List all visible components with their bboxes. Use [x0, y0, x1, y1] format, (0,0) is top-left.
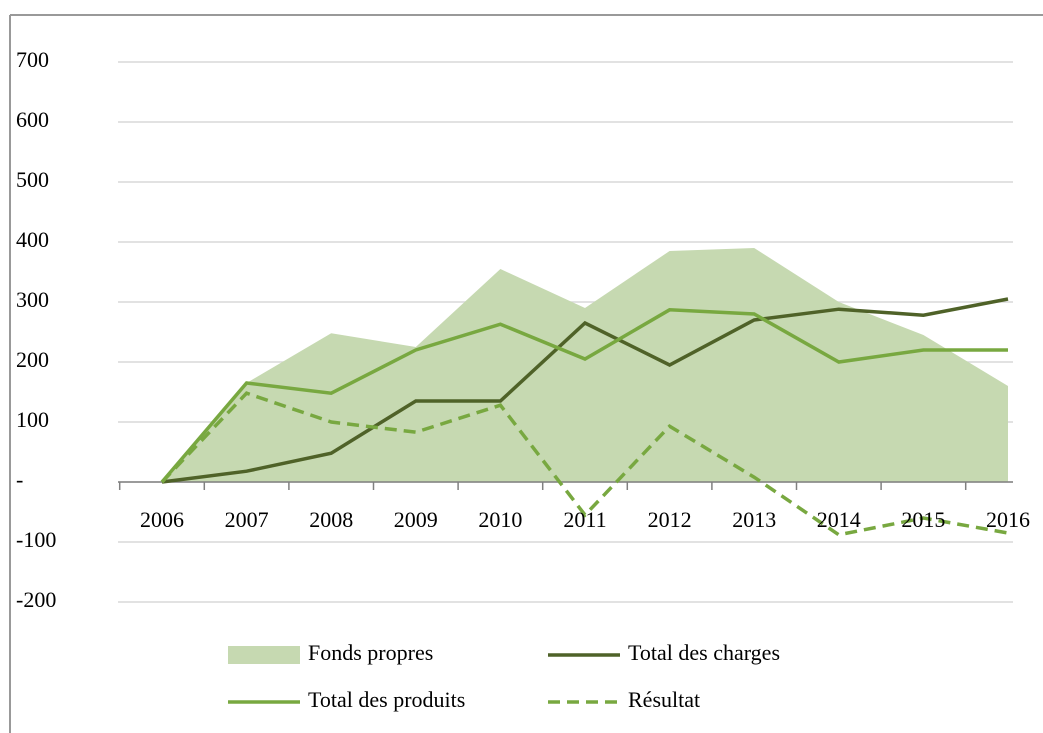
y-tick-label: 600 — [16, 107, 49, 132]
x-tick-label: 2015 — [901, 507, 945, 532]
area — [162, 248, 1008, 482]
y-tick-label: -200 — [16, 587, 56, 612]
legend-label: Fonds propres — [308, 640, 433, 665]
y-tick-label: 400 — [16, 227, 49, 252]
x-tick-label: 2007 — [225, 507, 269, 532]
line — [160, 308, 1008, 484]
legend-label: Total des charges — [628, 640, 780, 665]
x-tick-label: 2012 — [648, 507, 692, 532]
x-tick-label: 2011 — [563, 507, 606, 532]
x-tick-label: 2014 — [817, 507, 861, 532]
x-tick-label: 2009 — [394, 507, 438, 532]
y-tick-label: 500 — [16, 167, 49, 192]
x-tick-label: 2016 — [986, 507, 1030, 532]
y-tick-label: 700 — [16, 47, 49, 72]
x-tick-label: 2008 — [309, 507, 353, 532]
legend-label: Résultat — [628, 687, 700, 712]
y-tick-label: 200 — [16, 347, 49, 372]
y-tick-label: 100 — [16, 407, 49, 432]
line — [161, 297, 1009, 484]
line — [160, 391, 1009, 537]
x-tick-label: 2013 — [732, 507, 776, 532]
x-tick-label: 2006 — [140, 507, 184, 532]
legend-swatch — [228, 646, 300, 664]
y-tick-label: -100 — [16, 527, 56, 552]
y-tick-label: - — [16, 467, 23, 492]
x-tick-label: 2010 — [478, 507, 522, 532]
y-tick-label: 300 — [16, 287, 49, 312]
legend-label: Total des produits — [308, 687, 465, 712]
